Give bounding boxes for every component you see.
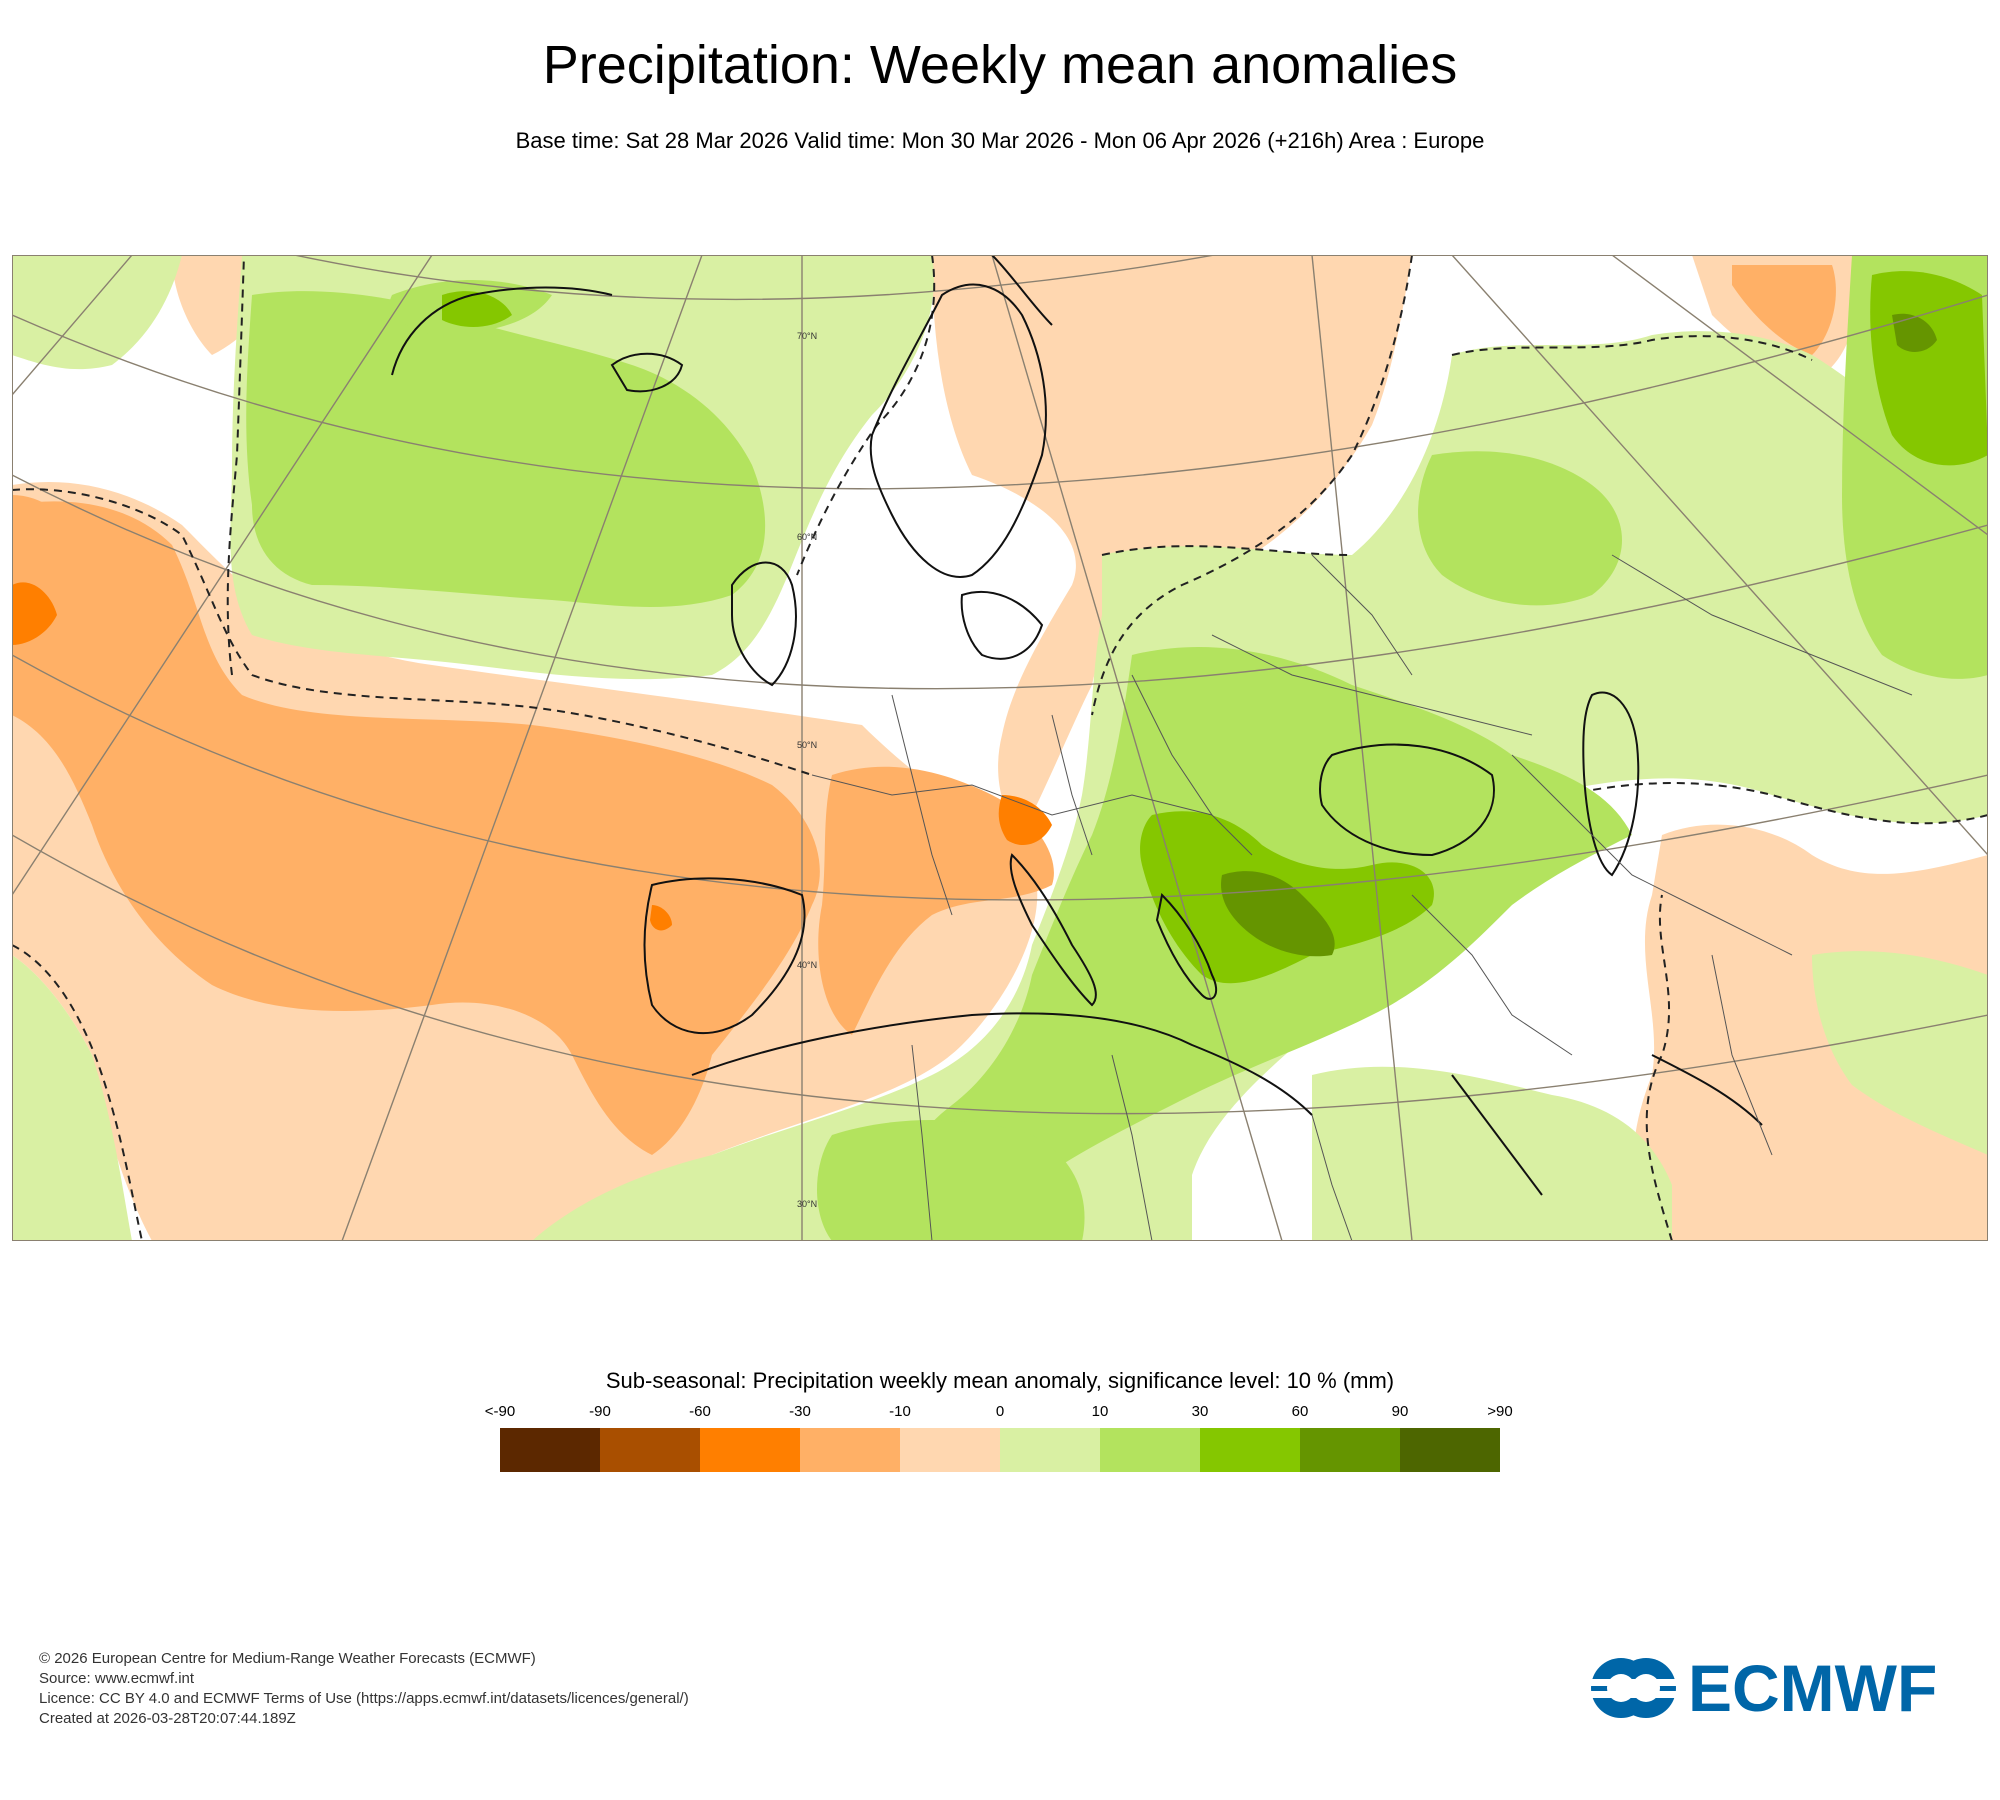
anomaly-region-light-wet-asia [1812,951,1988,1155]
legend-label: -30 [789,1403,811,1420]
legend-label: -90 [589,1403,611,1420]
anomaly-region-light-dry-central-asia [1633,824,1988,1241]
anomaly-region-light-wet-southwest [12,955,132,1241]
coastlines [391,255,1763,1196]
meridian-line-6 [12,255,433,896]
anomaly-region-very-wet-greenland [442,291,512,327]
coast-svalbard [991,255,1053,326]
coast-baltic [960,590,1044,660]
legend-color-swatch [1200,1428,1300,1472]
legend-label: >90 [1487,1403,1513,1420]
legend-label: 60 [1291,1403,1309,1420]
footer-created: Created at 2026-03-28T20:07:44.189Z [39,1710,296,1727]
anomaly-region-very-dry-atlantic [12,582,57,645]
anomaly-region-wet-russia [1418,451,1622,606]
meridian-line-7 [12,255,133,396]
legend-color-swatch [1300,1428,1400,1472]
anomaly-region-wet-north-atlantic [246,291,766,607]
legend-label: 0 [995,1403,1005,1420]
lat-label-40n: 40°N [797,960,817,970]
lat-label-70n: 70°N [797,331,817,341]
lat-label-60n: 60°N [797,532,817,542]
anomaly-region-dry-atlantic [12,501,820,1155]
lat-label-30n: 30°N [797,1199,817,1209]
anomaly-region-dry-iberia-france [818,766,1054,1035]
meridian-line-5 [1451,255,1988,856]
legend-color-bar [500,1428,1500,1472]
coast-british-isles [731,561,797,687]
chart-subtitle: Base time: Sat 28 Mar 2026 Valid time: M… [515,128,1485,153]
coast-persian-gulf [1651,1054,1763,1126]
coast-greece [1155,892,1218,1000]
footer-credits: © 2026 European Centre for Medium-Range … [39,1649,689,1729]
anomaly-region-very-dry-portugal [650,905,672,931]
coast-greenland [391,286,613,376]
legend-color-swatch [1000,1428,1100,1472]
legend-color-swatch [700,1428,800,1472]
coast-iberia [643,877,806,1035]
ecmwf-logo-icon [1588,1658,1684,1718]
latitude-line-50n [12,474,1988,690]
legend-color-swatch [1100,1428,1200,1472]
legend-color-swatch [1400,1428,1500,1472]
meridian-line-8 [1611,255,1988,536]
legend-color-swatch [500,1428,600,1472]
anomaly-region-light-wet-africa-east [1312,1066,1672,1241]
anomaly-region-light-wet-northwest [12,255,182,370]
legend-label: -10 [889,1403,911,1420]
coast-red-sea [1451,1074,1543,1196]
coast-north-africa [691,1012,1313,1116]
legend-label: <-90 [484,1403,516,1420]
latitude-line-60n [12,294,1988,490]
anomaly-region-dry-north-atlantic-west [12,495,82,589]
ecmwf-logo-text: ECMWF [1688,1655,1937,1721]
footer-source: Source: www.ecmwf.int [39,1670,195,1687]
coast-iceland [610,352,684,393]
legend-labels: <-90 -90 -60 -30 -10 0 10 30 60 90 >90 [450,1403,1550,1423]
anomaly-region-extreme-wet-northeast [1892,313,1937,352]
footer-copyright: © 2026 European Centre for Medium-Range … [39,1650,536,1667]
ecmwf-logo: ECMWF [1588,1655,1937,1721]
legend-title: Sub-seasonal: Precipitation weekly mean … [605,1368,1395,1393]
anomaly-region-extreme-wet-aegean [1221,871,1335,957]
legend-color-swatch [600,1428,700,1472]
coast-scandinavia [869,283,1047,578]
legend-label: 10 [1091,1403,1109,1420]
country-borders [811,554,1913,1241]
legend-label: -60 [689,1403,711,1420]
coast-black-sea [1319,743,1495,857]
meridian-line-3 [991,255,1283,1241]
meridian-line-1 [341,255,703,1241]
graticule [12,255,1988,1241]
latitude-line-30n [12,834,1988,1115]
footer-licence: Licence: CC BY 4.0 and ECMWF Terms of Us… [39,1690,689,1707]
anomaly-region-dry-russia-north [1732,265,1836,355]
coast-italy [1009,853,1097,1007]
anomaly-region-light-dry-scandinavia [932,255,1412,835]
legend-color-swatch [900,1428,1000,1472]
chart-title: Precipitation: Weekly mean anomalies [542,35,1458,95]
lat-label-50n: 50°N [797,740,817,750]
anomaly-region-very-dry-alps [998,795,1052,845]
legend-label: 30 [1191,1403,1209,1420]
map-frame [12,255,1988,1241]
legend-color-swatch [800,1428,900,1472]
coast-caspian [1582,691,1640,877]
legend-label: 90 [1391,1403,1409,1420]
anomaly-map: 70°N 60°N 50°N 40°N 30°N [12,255,1988,1241]
anomaly-region-wet-north-africa [817,1120,1085,1241]
latitude-line-70n [291,255,1219,301]
